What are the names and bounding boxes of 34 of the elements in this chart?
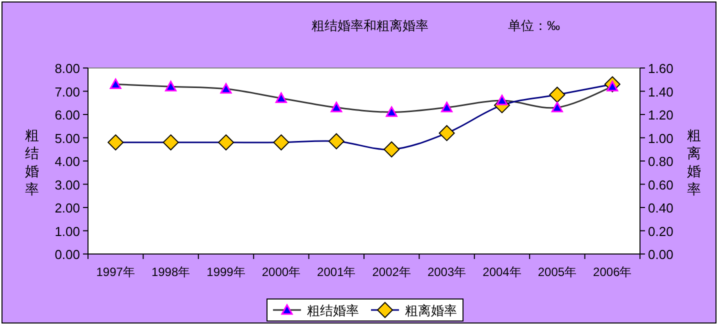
y2-tick-label: 1.20 (648, 108, 674, 122)
x-tick-label: 2004年 (482, 265, 522, 279)
x-tick-label: 1998年 (151, 265, 190, 279)
y-tick-label: 7.00 (54, 84, 80, 100)
y-tick-label: 0.00 (54, 247, 80, 262)
y-tick-label: 1.00 (54, 224, 80, 239)
legend-label: 粗离婚率 (405, 303, 457, 318)
legend-label: 粗结婚率 (307, 303, 359, 318)
y2-tick-label: 0.20 (648, 224, 674, 239)
y-tick-label: 6.00 (54, 108, 80, 122)
y-tick-label: 8.00 (54, 61, 80, 76)
y2-tick-label: 0.80 (648, 154, 674, 169)
y2-tick-label: 0.60 (648, 177, 674, 192)
x-tick-label: 1997年 (96, 265, 135, 279)
y2-tick-label: 1.60 (648, 61, 674, 76)
y-tick-label: 5.00 (54, 130, 80, 146)
x-tick-label: 1999年 (206, 265, 246, 279)
y2-tick-label: 1.40 (648, 84, 674, 100)
y2-tick-label: 0.40 (648, 200, 674, 216)
chart-subtitle: 单位：‰ (508, 18, 560, 33)
x-tick-label: 2006年 (593, 265, 632, 279)
x-tick-label: 2001年 (317, 265, 356, 279)
x-tick-label: 2000年 (262, 265, 301, 279)
y-tick-label: 4.00 (54, 154, 80, 169)
y-tick-label: 3.00 (54, 177, 80, 192)
x-tick-label: 2002年 (372, 265, 411, 279)
x-tick-label: 2005年 (538, 265, 577, 279)
y2-tick-label: 1.00 (648, 130, 674, 146)
y2-axis-title: 粗离婚率 (687, 127, 701, 197)
x-tick-label: 2003年 (427, 265, 466, 279)
y2-tick-label: 0.00 (648, 247, 674, 262)
chart-title: 粗结婚率和粗离婚率 (312, 18, 428, 33)
y-axis-title: 粗结婚率 (25, 127, 39, 197)
y-tick-label: 2.00 (54, 200, 80, 216)
